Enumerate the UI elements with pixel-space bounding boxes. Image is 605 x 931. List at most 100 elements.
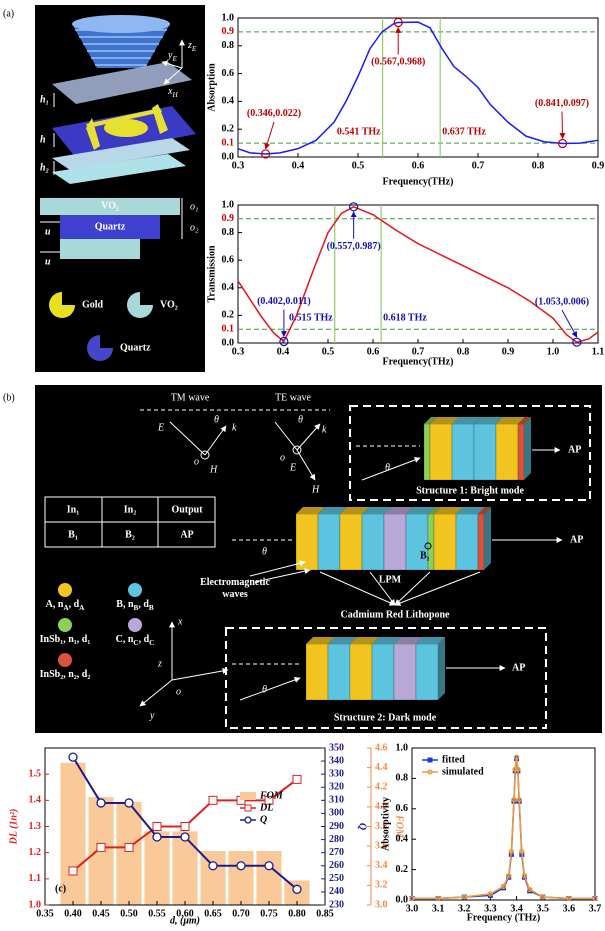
text-part: A	[63, 604, 69, 612]
x-tick-label: 0.65	[204, 908, 222, 919]
text-part: z	[187, 40, 192, 51]
text-part: x	[167, 86, 173, 97]
text-part: A, n	[46, 599, 64, 610]
diagram-line	[171, 667, 229, 681]
layer-top	[474, 417, 503, 424]
y-tick-label: 0.0	[222, 337, 235, 348]
legend-marker	[244, 804, 252, 812]
text-part: Electromagnetic	[200, 577, 270, 588]
data-point	[208, 861, 218, 871]
layer-top	[428, 507, 441, 514]
material-icon	[127, 292, 153, 318]
bar	[60, 762, 86, 905]
symbol: B₁	[420, 550, 430, 561]
annotated-point	[279, 336, 289, 347]
annotation-label: (0.402,0.011)	[257, 296, 311, 307]
data-point	[152, 822, 162, 831]
diagram-line	[296, 423, 321, 451]
symbol: θ	[262, 684, 267, 695]
y-tick-label: 0.2	[396, 864, 409, 875]
axis-label: o	[176, 686, 181, 697]
data-point	[124, 842, 134, 852]
layer-top	[318, 507, 347, 514]
annotation-label: (0.841,0.097)	[535, 98, 589, 109]
structure-box	[349, 405, 591, 501]
x-tick-label: 1.1	[592, 346, 605, 357]
data-point	[512, 766, 518, 772]
legend-marker	[244, 816, 252, 824]
axis-label: yE	[167, 50, 177, 62]
x-tick-label: 0.9	[502, 346, 515, 357]
annotation-label: (0.557,0.987)	[327, 241, 381, 252]
panel-label: (a)	[3, 8, 14, 19]
data-point	[461, 894, 467, 900]
annotated-point	[572, 337, 582, 347]
structure-caption: Structure 1: Bright mode	[416, 485, 524, 496]
symbol: k	[232, 422, 237, 433]
x-tick-label: 0.6	[412, 160, 425, 171]
dimension-label: h₁	[40, 94, 49, 105]
data-line	[237, 205, 599, 343]
x-tick-label: 3.5	[536, 903, 549, 914]
x-tick-label: 3.7	[589, 903, 602, 914]
vo2-plate	[52, 138, 190, 170]
layer	[371, 643, 395, 701]
y-axis-label: Transmission	[206, 245, 217, 302]
data-point	[292, 884, 302, 894]
x-tick-label: 3.4	[510, 903, 523, 914]
axis-arrow	[163, 67, 183, 85]
y-tick-label: 0.0	[222, 151, 235, 162]
symbol: B₂	[508, 550, 518, 561]
vo2-section	[40, 198, 180, 215]
layer	[427, 513, 435, 571]
dimension-label: h₂	[40, 162, 49, 173]
legend-label: DL	[259, 802, 273, 813]
data-line	[237, 21, 599, 155]
annotation-arrow	[561, 309, 578, 338]
legend-marker	[427, 769, 433, 775]
y-tick-label: 0.8	[222, 227, 235, 238]
x-tick-label: 0.7	[412, 346, 425, 357]
layer	[327, 643, 351, 701]
layer	[495, 423, 519, 481]
layer	[477, 513, 485, 571]
text-part: C	[133, 639, 138, 647]
layer	[383, 513, 407, 571]
diagram-line	[139, 679, 173, 707]
y-tick-label: 1.0	[222, 12, 235, 23]
reference-label: 0.1	[222, 323, 235, 334]
annotation-arrow	[559, 111, 566, 140]
y-tick-label: 1.3	[29, 821, 42, 832]
layer	[455, 513, 479, 571]
table-cell: Output	[171, 504, 203, 515]
text-part: , d	[138, 599, 149, 610]
y-tick-label: 0.4	[396, 833, 409, 844]
data-point	[435, 895, 441, 902]
legend-label: Quartz	[120, 342, 151, 353]
y-axis-label: DL (1n²)	[8, 809, 19, 846]
material-label: A, nA, dA	[46, 599, 86, 611]
x-tick-label: 0.75	[260, 908, 278, 919]
quartz-section	[60, 215, 160, 239]
diagram-line	[394, 571, 481, 606]
text-part: waves	[222, 589, 248, 600]
material-ball	[128, 583, 142, 597]
output-label: AP	[512, 662, 525, 673]
data-point	[208, 795, 218, 805]
y-tick-label: 0.8	[396, 773, 409, 784]
data-point	[487, 891, 494, 897]
layer	[433, 513, 457, 571]
x-tick-label: 3.2	[458, 903, 471, 914]
data-point	[180, 832, 190, 842]
output-label: AP	[568, 444, 581, 455]
x-tick-label: 0.5	[322, 346, 335, 357]
diagram-line	[394, 571, 431, 606]
y-tick-label: 1.0	[396, 742, 409, 753]
y-tick-label: 4.2	[375, 782, 388, 793]
symbol: E	[289, 462, 296, 473]
layer	[317, 513, 341, 571]
base-section	[60, 239, 140, 259]
table-cell: In₁	[67, 504, 79, 515]
diagram-line	[369, 571, 396, 606]
